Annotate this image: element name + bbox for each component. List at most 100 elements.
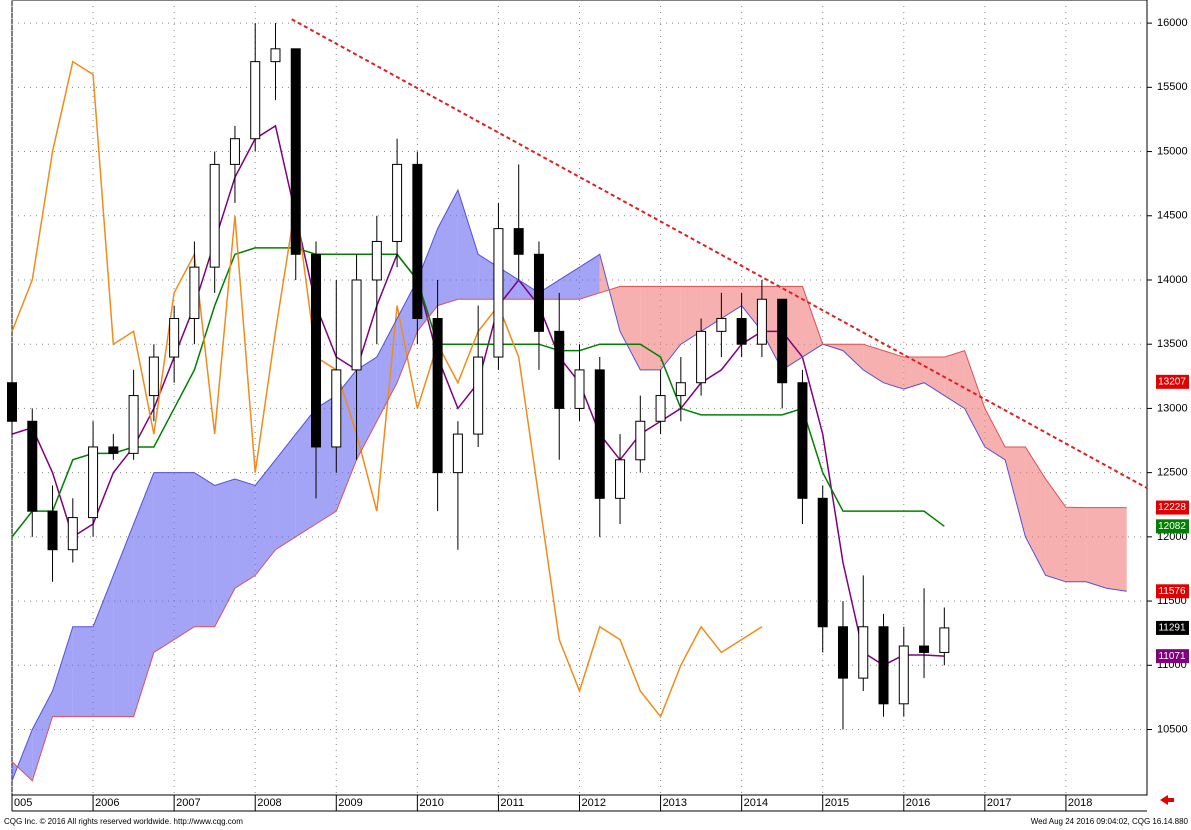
cloud-segment bbox=[457, 190, 479, 300]
candle-body bbox=[696, 330, 707, 384]
candle-body bbox=[412, 163, 423, 320]
price-label-box bbox=[1156, 519, 1189, 534]
candle-body bbox=[169, 318, 180, 358]
scroll-arrow[interactable] bbox=[1160, 795, 1174, 805]
candle-body bbox=[290, 48, 301, 255]
candle-body bbox=[777, 298, 788, 384]
candle-body bbox=[108, 446, 119, 454]
candle-body bbox=[331, 369, 342, 448]
price-label-box bbox=[1156, 649, 1189, 664]
cloud-segment bbox=[93, 575, 114, 717]
cloud-segment bbox=[863, 344, 884, 383]
cloud-segment bbox=[782, 286, 803, 370]
candle-body bbox=[311, 253, 322, 448]
candle-body bbox=[209, 163, 220, 268]
series-line bbox=[11, 188, 1127, 782]
cloud-segment bbox=[842, 344, 864, 370]
candle-body bbox=[513, 228, 524, 255]
x-tick-label: 2010 bbox=[419, 797, 443, 809]
x-tick-label: 2012 bbox=[582, 797, 606, 809]
cloud-segment bbox=[72, 626, 94, 717]
candle-body bbox=[797, 382, 808, 499]
candle-body bbox=[817, 497, 828, 628]
candle-body bbox=[898, 645, 909, 705]
y-tick-label: 15000 bbox=[1157, 145, 1188, 157]
cloud-segment bbox=[437, 190, 458, 306]
cloud-segment bbox=[984, 408, 1006, 460]
price-label: 13207 bbox=[1158, 376, 1186, 387]
cloud-segment bbox=[174, 472, 195, 640]
cloud-segment bbox=[52, 626, 73, 717]
candle-body bbox=[128, 395, 139, 454]
candle-body bbox=[88, 446, 99, 519]
x-tick-label: 2015 bbox=[825, 797, 849, 809]
price-label: 11291 bbox=[1158, 623, 1186, 634]
candle-body bbox=[189, 266, 200, 320]
cloud-segment bbox=[498, 267, 519, 300]
candle-body bbox=[250, 61, 261, 140]
candle-body bbox=[858, 626, 869, 679]
series-line bbox=[11, 60, 763, 719]
cloud-segment bbox=[620, 286, 641, 370]
cloud-segment bbox=[234, 479, 256, 589]
cloud-segment bbox=[1005, 446, 1026, 537]
cloud-segment bbox=[701, 286, 722, 332]
candle-body bbox=[351, 279, 362, 371]
cloud-segment bbox=[741, 286, 762, 332]
cloud-segment bbox=[1045, 479, 1066, 582]
candle-body bbox=[27, 420, 38, 512]
trend-line bbox=[291, 18, 1148, 489]
y-tick-label: 12500 bbox=[1157, 467, 1188, 479]
candle-body bbox=[615, 459, 626, 499]
candle-body bbox=[270, 48, 281, 63]
price-label-box bbox=[1156, 500, 1189, 515]
cloud-segment bbox=[883, 350, 904, 390]
cloud-segment bbox=[376, 318, 398, 422]
y-tick-label: 13500 bbox=[1157, 338, 1188, 350]
price-label: 12082 bbox=[1158, 521, 1186, 532]
candle-body bbox=[473, 356, 484, 435]
cloud-segment bbox=[316, 395, 337, 525]
cloud-segment bbox=[417, 228, 438, 332]
cloud-segment bbox=[295, 408, 317, 537]
x-tick-label: 2007 bbox=[176, 797, 200, 809]
cloud-segment bbox=[802, 286, 823, 358]
candle-body bbox=[493, 228, 504, 358]
candle-body bbox=[756, 298, 767, 345]
candle-body bbox=[716, 318, 727, 332]
cloud-segment bbox=[1106, 507, 1127, 592]
y-tick-label: 14500 bbox=[1157, 210, 1188, 222]
candle-body bbox=[594, 369, 605, 499]
cloud-segment bbox=[214, 479, 235, 627]
candle-body bbox=[574, 369, 585, 409]
footer-left: CQG Inc. © 2016 All rights reserved worl… bbox=[4, 817, 243, 826]
series-line bbox=[11, 285, 1127, 782]
cloud-segment bbox=[194, 472, 215, 627]
candle-body bbox=[371, 240, 382, 281]
candle-body bbox=[67, 517, 78, 551]
cloud-segment bbox=[761, 286, 783, 370]
candle-body bbox=[432, 318, 443, 474]
candle-body bbox=[736, 318, 747, 345]
price-label-box bbox=[1156, 584, 1189, 599]
x-tick-label: 2006 bbox=[95, 797, 119, 809]
y-tick-label: 16000 bbox=[1157, 17, 1188, 29]
cloud-segment bbox=[478, 254, 499, 300]
y-tick-label: 14000 bbox=[1157, 274, 1188, 286]
cloud-segment bbox=[944, 350, 965, 409]
cloud-segment bbox=[133, 472, 154, 717]
cloud-segment bbox=[1025, 446, 1046, 576]
cloud-segment bbox=[559, 267, 580, 300]
price-label-box bbox=[1156, 620, 1189, 635]
price-label: 12228 bbox=[1158, 502, 1186, 513]
x-tick-label: 2016 bbox=[906, 797, 930, 809]
candle-body bbox=[7, 382, 17, 422]
candle-body bbox=[837, 626, 848, 679]
x-tick-label: 2011 bbox=[500, 797, 524, 809]
candle-body bbox=[655, 395, 666, 422]
candle-body bbox=[919, 645, 930, 653]
cloud-segment bbox=[721, 286, 742, 319]
price-label: 11071 bbox=[1158, 651, 1186, 662]
x-tick-label: 2008 bbox=[257, 797, 281, 809]
